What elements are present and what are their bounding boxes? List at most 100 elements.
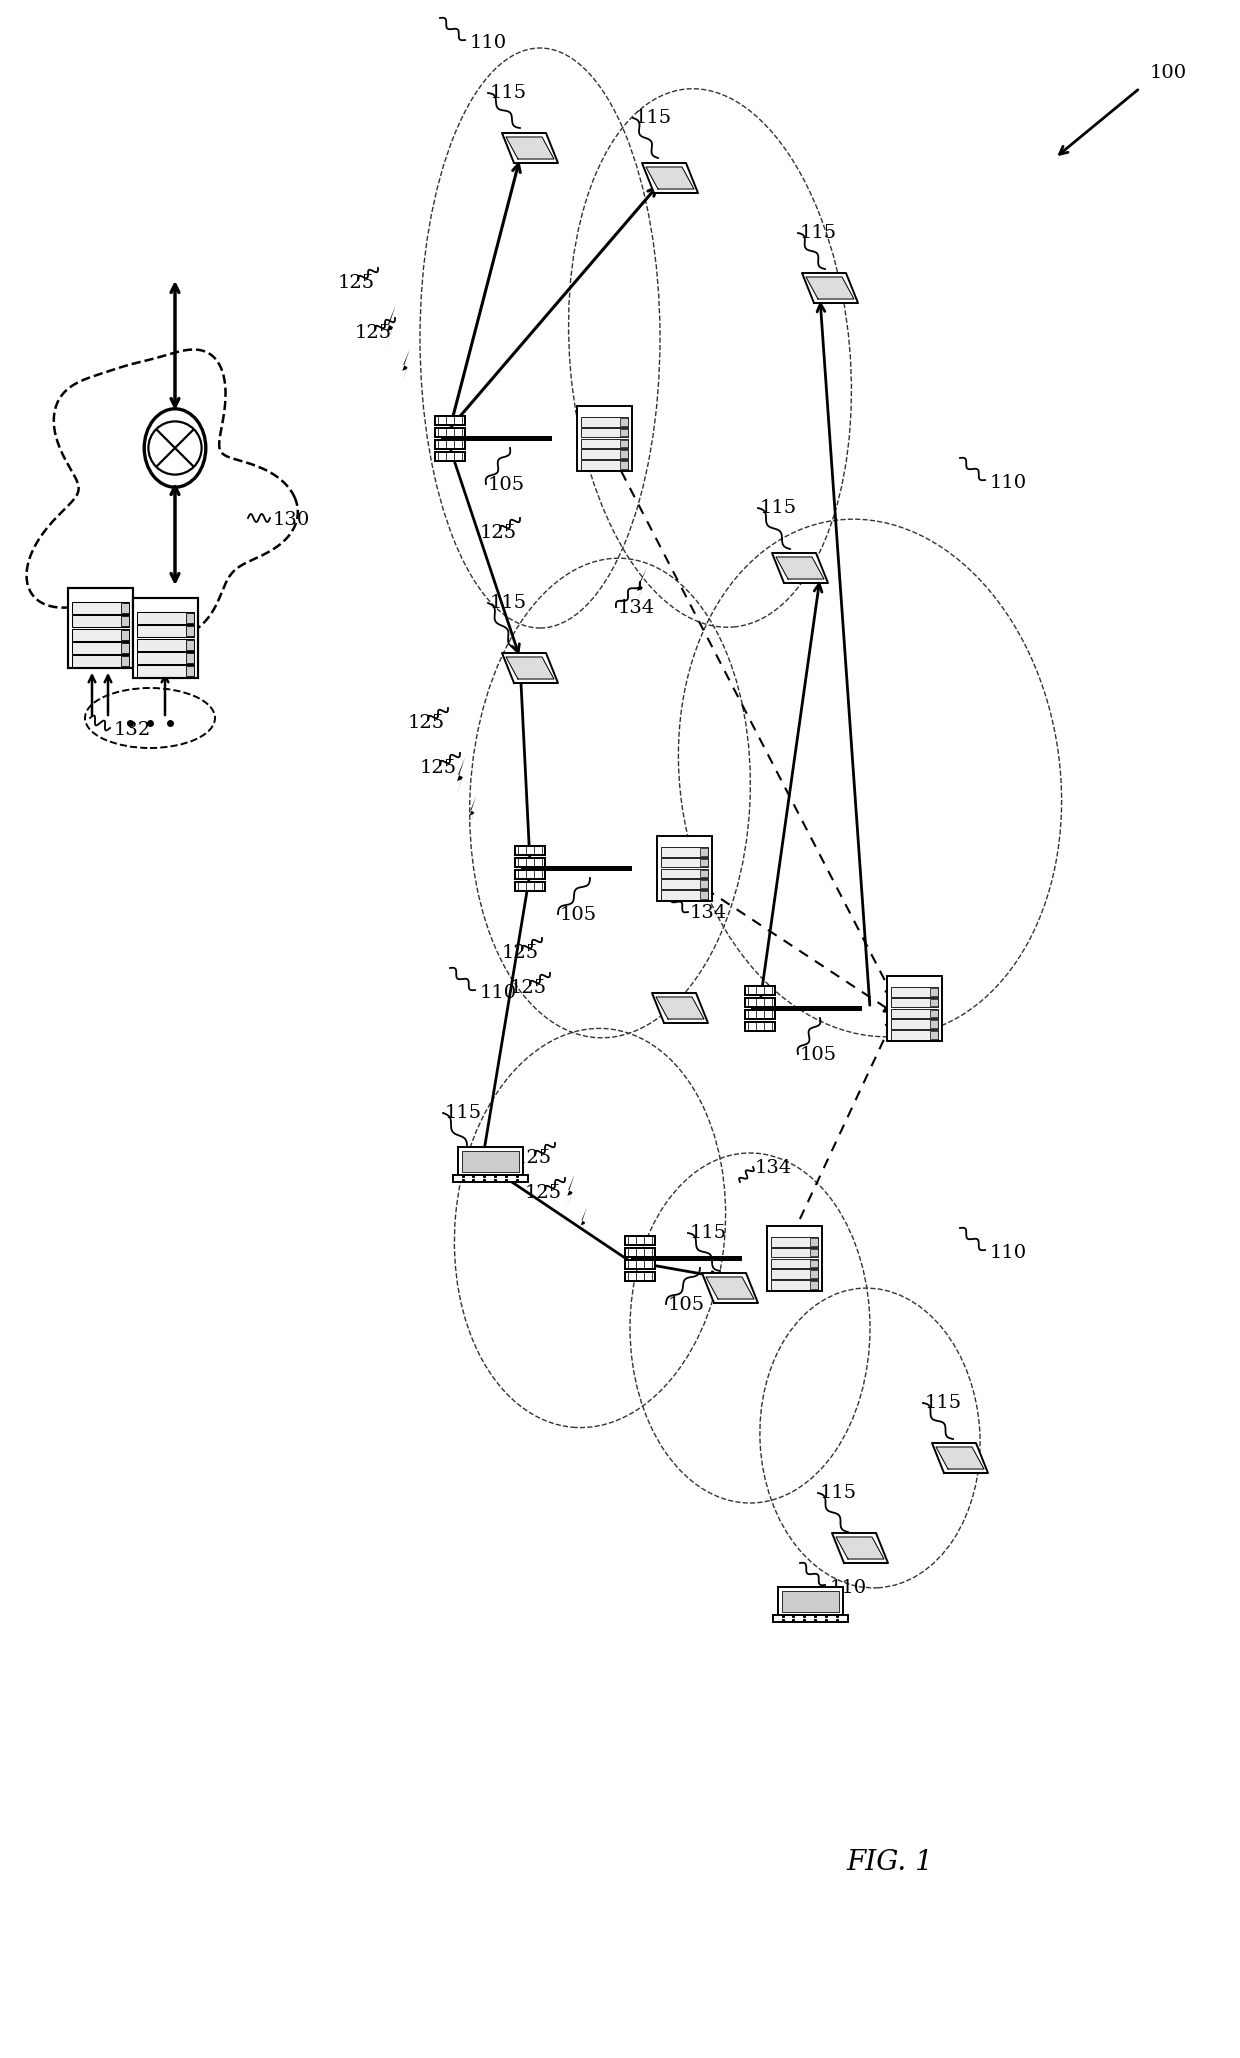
Text: 115: 115 (445, 1103, 482, 1122)
Bar (930, 1031, 937, 1039)
Bar (434, 440, 465, 449)
Bar (810, 1249, 817, 1257)
Bar (67, 589, 133, 669)
Text: 125: 125 (408, 714, 445, 733)
Bar (133, 599, 197, 677)
Bar (72, 642, 129, 654)
Polygon shape (565, 1175, 574, 1212)
Bar (515, 883, 546, 891)
Text: 115: 115 (925, 1393, 962, 1412)
Bar (699, 848, 708, 856)
Bar (810, 1237, 817, 1245)
Polygon shape (932, 1443, 988, 1474)
Bar (136, 665, 193, 677)
Bar (580, 438, 627, 449)
Polygon shape (802, 274, 858, 303)
Bar (625, 1259, 656, 1270)
Bar (744, 1023, 775, 1031)
Text: 125: 125 (525, 1183, 562, 1202)
Text: 132: 132 (114, 720, 151, 739)
Bar (515, 858, 546, 866)
Bar (810, 1282, 817, 1288)
Bar (580, 428, 627, 438)
Text: 125: 125 (515, 1148, 552, 1167)
Text: 134: 134 (755, 1159, 792, 1177)
Bar (661, 848, 708, 856)
Bar (773, 1616, 847, 1622)
Bar (699, 881, 708, 889)
Text: 125: 125 (510, 980, 547, 996)
Bar (72, 603, 129, 613)
Polygon shape (634, 568, 647, 607)
Text: 125: 125 (502, 945, 539, 961)
Bar (434, 416, 465, 424)
Bar (744, 998, 775, 1006)
Polygon shape (384, 305, 396, 350)
Text: 115: 115 (820, 1484, 857, 1502)
Text: 110: 110 (480, 984, 517, 1002)
Bar (699, 858, 708, 866)
Bar (890, 988, 937, 996)
Text: 105: 105 (668, 1297, 706, 1313)
Bar (699, 891, 708, 899)
Bar (120, 603, 129, 613)
Bar (777, 1587, 842, 1616)
Text: 110: 110 (830, 1578, 867, 1597)
Bar (186, 667, 193, 677)
Text: 134: 134 (689, 903, 727, 922)
Text: 110: 110 (470, 35, 507, 51)
Bar (434, 428, 465, 436)
Bar (770, 1270, 817, 1280)
Text: 105: 105 (489, 475, 525, 494)
Polygon shape (652, 994, 708, 1023)
Polygon shape (806, 278, 854, 298)
Polygon shape (776, 558, 825, 578)
Bar (461, 1150, 518, 1171)
Polygon shape (656, 996, 704, 1019)
Bar (770, 1259, 817, 1268)
Bar (890, 1031, 937, 1039)
Text: 130: 130 (273, 510, 310, 529)
Polygon shape (502, 134, 558, 163)
Bar (186, 640, 193, 650)
Polygon shape (506, 138, 554, 158)
Bar (515, 846, 546, 854)
Bar (770, 1237, 817, 1247)
Polygon shape (936, 1447, 985, 1469)
Polygon shape (506, 657, 554, 679)
Bar (620, 440, 627, 447)
Bar (625, 1237, 656, 1245)
Text: 115: 115 (490, 84, 527, 103)
Text: 105: 105 (560, 906, 598, 924)
Polygon shape (832, 1533, 888, 1562)
Text: 115: 115 (635, 109, 672, 128)
Bar (930, 1010, 937, 1017)
Bar (136, 652, 193, 665)
Bar (766, 1225, 821, 1290)
Bar (186, 652, 193, 663)
Bar (120, 657, 129, 667)
Polygon shape (706, 1278, 754, 1299)
Bar (120, 642, 129, 652)
Bar (72, 615, 129, 628)
Bar (744, 986, 775, 994)
Bar (186, 626, 193, 636)
Bar (656, 836, 712, 901)
Bar (620, 428, 627, 436)
Bar (120, 615, 129, 626)
Bar (770, 1247, 817, 1257)
Polygon shape (885, 1019, 894, 1029)
Bar (930, 988, 937, 996)
Bar (458, 1146, 522, 1175)
Text: 125: 125 (420, 759, 458, 778)
Bar (136, 611, 193, 624)
Polygon shape (401, 350, 409, 387)
Bar (661, 858, 708, 868)
Polygon shape (455, 757, 465, 799)
Bar (580, 449, 627, 459)
Polygon shape (467, 796, 476, 829)
Bar (67, 589, 133, 669)
Bar (890, 1008, 937, 1019)
Bar (661, 891, 708, 899)
Polygon shape (702, 1274, 758, 1303)
